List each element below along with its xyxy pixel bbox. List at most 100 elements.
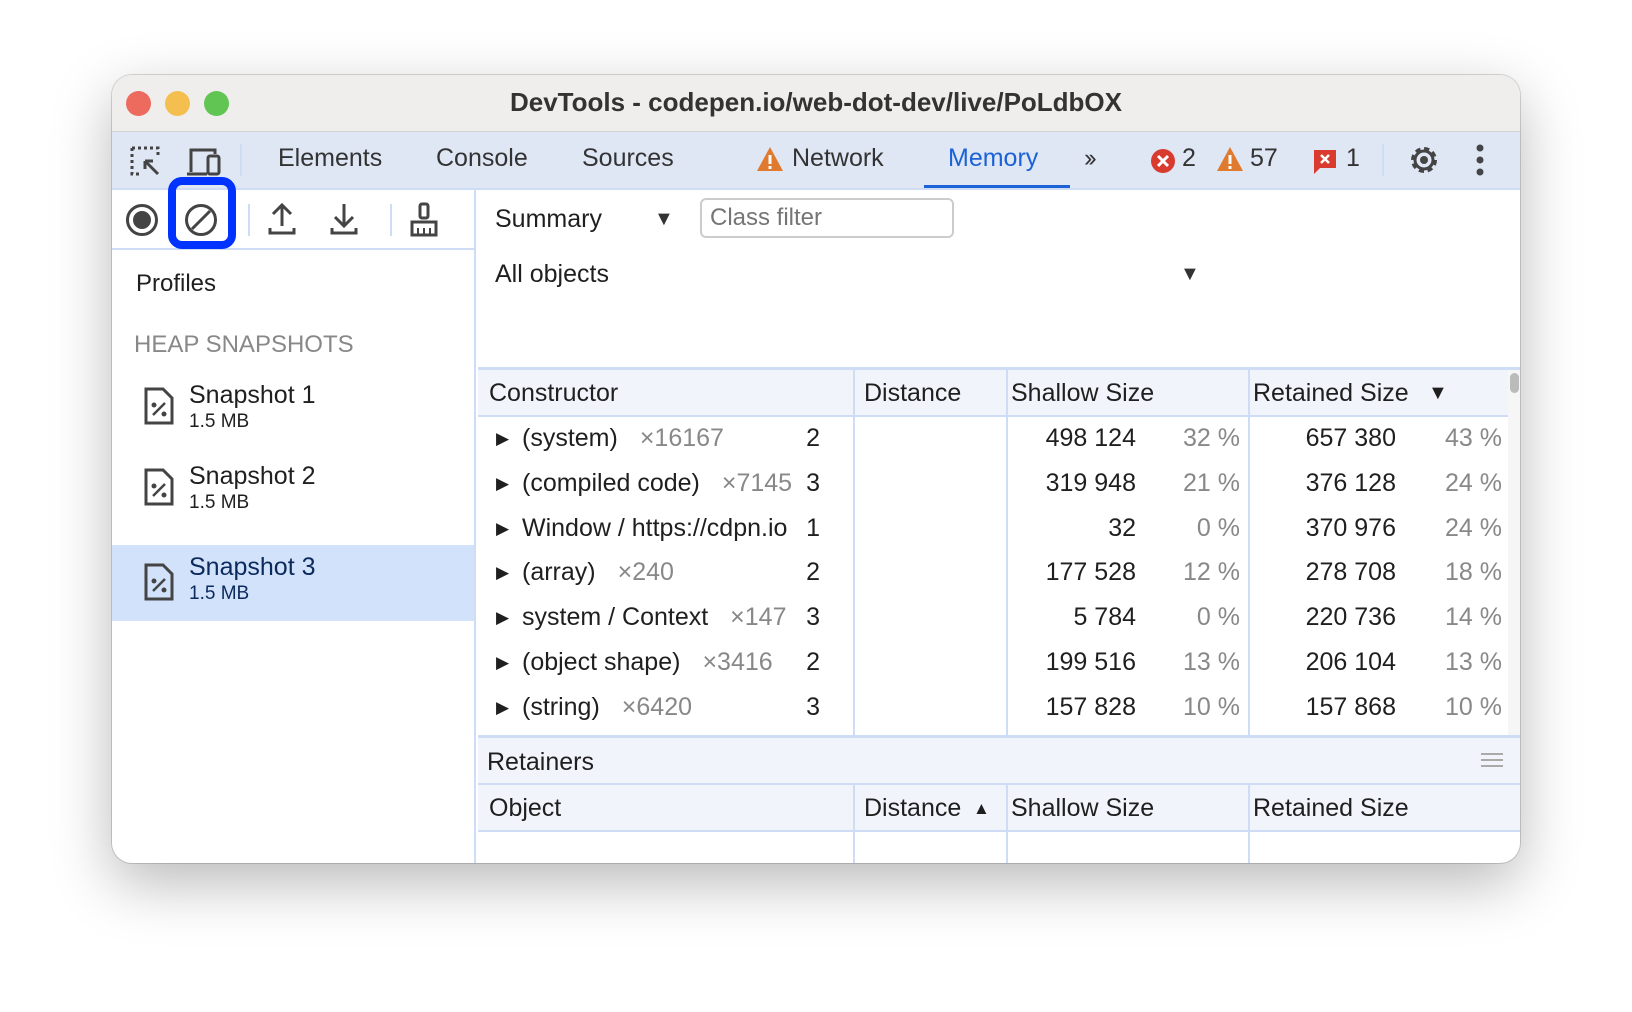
zoom-button[interactable] (204, 91, 229, 116)
table-row[interactable]: ▶ Window / https://cdpn.io 1 32 0 % 370 976 24… (478, 507, 1508, 552)
snapshot-size: 1.5 MB (189, 583, 250, 604)
warning-icon (757, 147, 783, 171)
profiles-sidebar: Profiles HEAP SNAPSHOTS Snapshot 1 1.5 M… (112, 177, 476, 863)
view-select[interactable]: Summary (495, 205, 602, 233)
constructor-name: system / Context ×147 (522, 603, 787, 632)
download-icon[interactable] (329, 202, 359, 236)
upload-icon[interactable] (267, 202, 297, 236)
view-dropdown-arrow-icon[interactable]: ▼ (654, 208, 674, 230)
retained-size-percent: 13 % (1445, 648, 1502, 676)
minimize-button[interactable] (165, 91, 190, 116)
table-row[interactable]: ▶ (system) ×16167 2 498 124 32 % 657 380 43 % (478, 417, 1508, 462)
divider (248, 204, 250, 236)
column-shallow-size[interactable]: Shallow Size (1011, 379, 1155, 407)
retained-size-value: 157 868 (1305, 692, 1396, 721)
heap-snapshot-view: Summary ▼ All objects ▼ Constructor Dist… (478, 190, 1520, 863)
more-options-icon[interactable] (1476, 144, 1484, 176)
column-distance[interactable]: Distance (864, 379, 962, 407)
error-count[interactable]: 2 (1182, 144, 1196, 172)
retained-size-value: 657 380 (1305, 424, 1396, 452)
shallow-size-percent: 10 % (1183, 692, 1240, 721)
close-button[interactable] (126, 91, 151, 116)
device-toolbar-icon[interactable] (186, 145, 222, 179)
issue-count[interactable]: 1 (1346, 144, 1360, 172)
column-object[interactable]: Object (489, 794, 562, 822)
distance-value: 3 (806, 603, 820, 632)
tab-sources[interactable]: Sources (582, 144, 674, 172)
record-icon[interactable] (125, 203, 159, 237)
retained-size-percent: 18 % (1445, 558, 1502, 587)
instance-count: ×240 (617, 558, 674, 587)
shallow-size-percent: 21 % (1183, 468, 1240, 497)
warning-count[interactable]: 57 (1250, 144, 1278, 172)
snapshot-item-selected[interactable]: Snapshot 3 1.5 MB (112, 545, 474, 621)
tab-memory[interactable]: Memory (948, 144, 1039, 172)
snapshot-name: Snapshot 1 (189, 381, 316, 409)
column-constructor[interactable]: Constructor (489, 379, 619, 407)
instance-count: ×3416 (702, 648, 773, 676)
heap-snapshots-heading: HEAP SNAPSHOTS (134, 331, 354, 358)
constructor-name: (array) ×240 (522, 558, 674, 587)
inspect-element-icon[interactable] (129, 145, 163, 179)
expand-triangle-icon[interactable]: ▶ (496, 697, 510, 717)
table-row[interactable]: ▶ (compiled code) ×7145 3 319 948 21 % 376 128… (478, 462, 1508, 507)
profiles-toolbar (112, 177, 474, 250)
distance-value: 1 (806, 513, 820, 542)
settings-gear-icon[interactable] (1406, 142, 1442, 178)
focus-highlight (168, 177, 236, 249)
table-row[interactable]: ▶ system / Context ×147 3 5 784 0 % 220 736 14 … (478, 596, 1508, 641)
objects-dropdown-arrow-icon[interactable]: ▼ (1180, 263, 1200, 285)
expand-triangle-icon[interactable]: ▶ (496, 429, 510, 448)
clear-icon[interactable] (184, 203, 218, 237)
more-tabs-button[interactable]: ›› (1084, 144, 1097, 172)
title-bar: DevTools - codepen.io/web-dot-dev/live/P… (112, 75, 1520, 132)
error-icon[interactable] (1150, 148, 1176, 174)
shallow-size-value: 319 948 (1045, 468, 1136, 497)
retainers-header: Retainers (478, 735, 1520, 785)
table-row[interactable]: ▶ (array) ×240 2 177 528 12 % 278 708 18 % (478, 551, 1508, 596)
objects-select[interactable]: All objects (495, 260, 609, 288)
column-distance[interactable]: Distance (864, 794, 962, 822)
devtools-window: DevTools - codepen.io/web-dot-dev/live/P… (112, 75, 1520, 863)
collect-garbage-broom-icon[interactable] (408, 202, 440, 238)
tab-network[interactable]: Network (792, 144, 884, 172)
shallow-size-value: 5 784 (1073, 603, 1136, 632)
expand-triangle-icon[interactable]: ▶ (496, 608, 510, 628)
divider (1382, 144, 1384, 176)
column-divider (1248, 785, 1250, 863)
issue-icon[interactable] (1312, 148, 1338, 176)
table-row[interactable]: ▶ (object shape) ×3416 2 199 516 13 % 206 104 1… (478, 641, 1508, 686)
distance-value: 2 (806, 648, 820, 676)
retained-size-value: 220 736 (1305, 603, 1396, 632)
retained-size-percent: 14 % (1445, 603, 1502, 632)
expand-triangle-icon[interactable]: ▶ (496, 563, 510, 583)
expand-triangle-icon[interactable]: ▶ (496, 473, 510, 493)
retained-size-value: 206 104 (1305, 648, 1396, 676)
column-retained-size[interactable]: Retained Size (1253, 794, 1409, 822)
constructor-table: Constructor Distance Shallow Size Retain… (478, 367, 1520, 738)
expand-triangle-icon[interactable]: ▶ (496, 653, 510, 672)
snapshot-item[interactable]: Snapshot 2 1.5 MB (112, 454, 474, 530)
snapshot-file-icon (144, 563, 174, 601)
snapshot-item[interactable]: Snapshot 1 1.5 MB (112, 373, 474, 449)
retained-size-value: 376 128 (1305, 468, 1396, 497)
retained-size-percent: 24 % (1445, 468, 1502, 497)
constructor-name: (object shape) ×3416 (522, 648, 773, 676)
shallow-size-value: 177 528 (1045, 558, 1136, 587)
drag-handle-icon[interactable] (1481, 752, 1503, 768)
scrollbar[interactable] (1508, 370, 1520, 738)
class-filter-input[interactable] (700, 198, 954, 238)
constructor-name: (system) ×16167 (522, 424, 724, 452)
column-shallow-size[interactable]: Shallow Size (1011, 794, 1155, 822)
column-divider (853, 785, 855, 863)
tab-console[interactable]: Console (436, 144, 528, 172)
column-retained-size[interactable]: Retained Size (1253, 379, 1409, 407)
expand-triangle-icon[interactable]: ▶ (496, 518, 510, 538)
column-divider (1006, 370, 1008, 738)
retained-size-value: 278 708 (1305, 558, 1396, 587)
warning-count-icon[interactable] (1216, 146, 1244, 172)
tab-elements[interactable]: Elements (278, 144, 383, 172)
snapshot-name: Snapshot 2 (189, 462, 316, 490)
table-row[interactable]: ▶ (string) ×6420 3 157 828 10 % 157 868 10 % (478, 686, 1508, 731)
scrollbar-thumb[interactable] (1510, 373, 1519, 393)
